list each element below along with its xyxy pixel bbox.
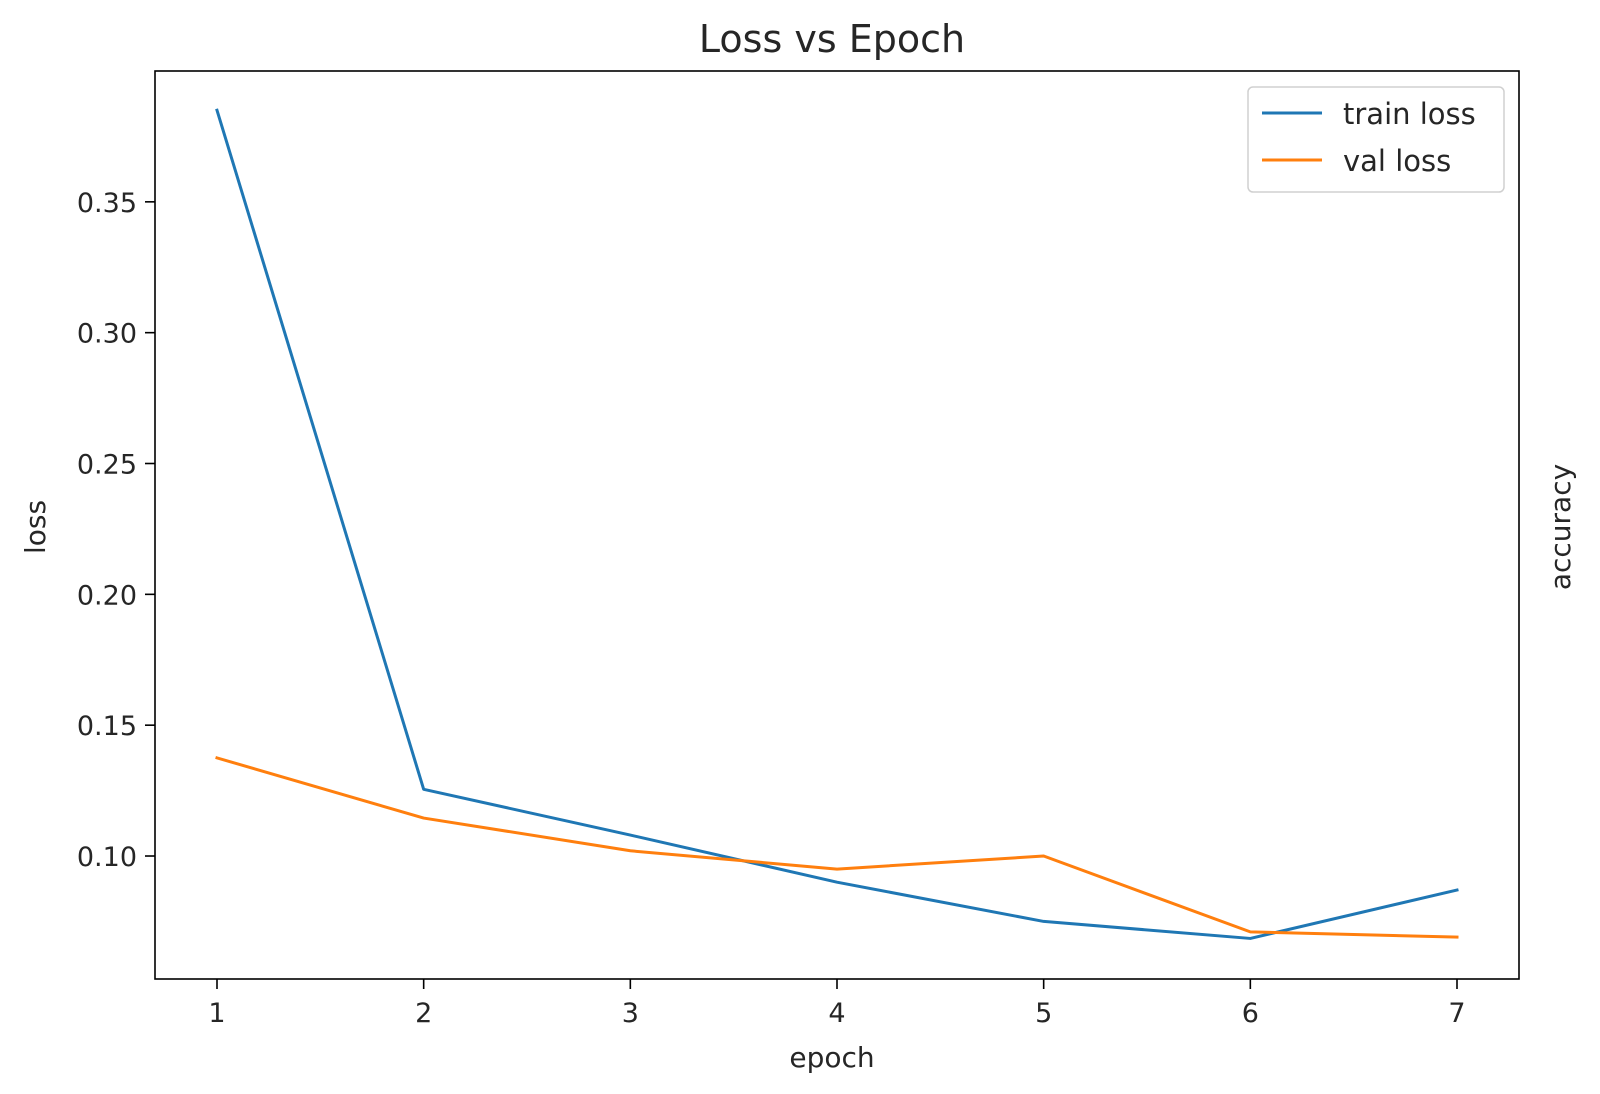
x-tick-label: 3 xyxy=(622,998,639,1029)
secondary-y-axis-label: accuracy xyxy=(1544,464,1577,590)
series-line-1 xyxy=(215,756,1459,939)
y-tick-label: 0.10 xyxy=(77,842,137,873)
plot-frame xyxy=(154,70,1520,980)
y-tick-label: 0.35 xyxy=(77,188,137,219)
ticks-layer: 1 2 3 4 5 6 7 0.10 0.15 0.20 0.25 0.30 0.35 xyxy=(77,188,1466,1029)
x-tick-label: 2 xyxy=(415,998,432,1029)
y-tick-label: 0.25 xyxy=(77,450,137,481)
x-axis-label: epoch xyxy=(789,1041,874,1074)
series-line-0 xyxy=(215,108,1459,940)
x-tick-label: 5 xyxy=(1035,998,1052,1029)
series-layer xyxy=(215,108,1459,940)
x-tick-label: 6 xyxy=(1242,998,1259,1029)
legend: train loss val loss xyxy=(1247,86,1505,193)
x-tick-label: 4 xyxy=(828,998,845,1029)
y-tick-label: 0.30 xyxy=(77,319,137,350)
x-tick-label: 1 xyxy=(208,998,225,1029)
y-tick-label: 0.15 xyxy=(77,711,137,742)
y-axis-label: loss xyxy=(19,500,52,554)
x-tick-label: 7 xyxy=(1448,998,1465,1029)
legend-label: train loss xyxy=(1343,97,1476,131)
chart-title: Loss vs Epoch xyxy=(699,17,965,61)
y-tick-label: 0.20 xyxy=(77,580,137,611)
legend-label: val loss xyxy=(1343,144,1451,178)
